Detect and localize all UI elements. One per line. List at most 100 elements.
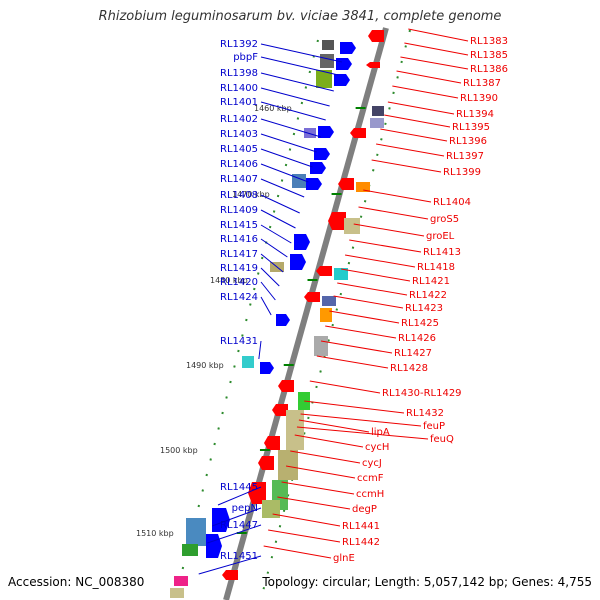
connector-line <box>392 85 459 99</box>
gene-arrow <box>272 404 288 416</box>
connector-line <box>285 465 356 479</box>
gene-arrow <box>222 570 238 580</box>
feature-block <box>320 308 332 322</box>
connector-line <box>260 56 339 76</box>
connector-line <box>260 163 309 183</box>
connector-line <box>260 296 272 316</box>
gene-label-left: RL1407 <box>220 174 258 185</box>
feature-block <box>370 118 384 128</box>
gene-label-right: RL1426 <box>398 333 436 344</box>
kbp-ticks: 1460 kbp 1470 kbp 1480 kbp 1490 kbp 1500 kbp… <box>136 104 366 538</box>
gene-label-left: RL1392 <box>220 39 258 50</box>
connector-line <box>396 70 462 84</box>
connector-line <box>258 340 262 360</box>
gene-label-right: RL1430-RL1429 <box>382 388 462 399</box>
gene-label-left: RL1402 <box>220 114 258 125</box>
gene-label-right: RL1427 <box>394 348 432 359</box>
connector-line <box>260 253 284 273</box>
connector-line <box>300 413 422 427</box>
gene-label-right: RL1432 <box>406 408 444 419</box>
gene-label-right: RL1413 <box>423 247 461 258</box>
connector-line <box>341 268 411 282</box>
forward-gene-labels: RL1392 pbpF RL1398 RL1400 RL1401 RL1402 RL1403… <box>220 39 258 562</box>
connector-line <box>294 434 364 448</box>
gene-label-right: RL1385 <box>470 50 508 61</box>
gene-label-right: RL1390 <box>460 93 498 104</box>
gene-label-left: RL1419 <box>220 263 258 274</box>
feature-block <box>372 106 384 116</box>
connector-line <box>260 87 330 107</box>
gene-label-left: RL1408 <box>220 190 258 201</box>
gene-arrow <box>316 266 332 276</box>
connector-line <box>260 209 296 229</box>
gene-label-right: RL1425 <box>401 318 439 329</box>
feature-block <box>170 588 184 598</box>
connector-line <box>325 325 397 339</box>
connector-line <box>260 224 292 244</box>
connector-line <box>260 133 317 153</box>
feature-block <box>182 544 198 556</box>
feature-block <box>314 336 328 356</box>
connector-line <box>371 159 442 173</box>
connector-line <box>207 524 262 544</box>
feature-block <box>320 54 334 68</box>
gene-label-right: RL1396 <box>449 136 487 147</box>
gene-label-right: RL1399 <box>443 167 481 178</box>
topology-summary: Topology: circular; Length: 5,057,142 bp… <box>262 575 592 589</box>
gene-label-left: RL1415 <box>220 220 258 231</box>
connector-line <box>380 128 448 142</box>
connector-line <box>260 101 326 121</box>
connector-line <box>217 486 262 506</box>
gene-arrow <box>264 436 280 450</box>
gene-label-right: RL1421 <box>412 276 450 287</box>
genome-backbone <box>223 27 389 600</box>
gene-arrow <box>350 128 366 138</box>
gene-arrow <box>206 534 222 558</box>
gene-label-left: RL1445 <box>220 482 258 493</box>
connector-line <box>304 400 405 414</box>
gene-arrow <box>336 58 352 70</box>
feature-block <box>286 410 304 450</box>
gene-label-right: glnE <box>333 553 355 564</box>
gene-arrow <box>328 212 346 230</box>
gene-label-right: ccmH <box>356 489 384 500</box>
connector-line <box>358 206 429 220</box>
connector-line <box>363 189 432 203</box>
gene-arrow <box>260 362 274 374</box>
connector-line <box>260 178 305 198</box>
gene-label-left: pbpF <box>233 52 258 63</box>
connector-line <box>260 72 334 92</box>
gene-label-right: RL1386 <box>470 64 508 75</box>
gene-arrow <box>248 482 266 504</box>
connector-line <box>404 42 469 56</box>
kbp-marker: 1470 kbp <box>232 190 270 199</box>
connector-line <box>260 238 288 258</box>
feature-block <box>316 70 332 88</box>
gene-label-right: groEL <box>426 231 455 242</box>
map-title: Rhizobium leguminosarum bv. viciae 3841,… <box>98 9 502 24</box>
gene-label-right: feuP <box>423 421 445 432</box>
accession-text: Accession: NC_008380 <box>8 575 145 589</box>
gene-label-right: RL1387 <box>463 78 501 89</box>
gene-arrow <box>304 292 320 302</box>
gene-arrow <box>366 62 380 68</box>
gene-label-right: groS5 <box>430 214 459 225</box>
gene-label-right: RL1428 <box>390 363 428 374</box>
gene-arrow <box>212 508 230 532</box>
gene-label-right: RL1441 <box>342 521 380 532</box>
connector-line <box>260 118 322 138</box>
connector-line <box>298 419 370 433</box>
gene-label-right: RL1383 <box>470 36 508 47</box>
gene-arrow <box>314 148 330 160</box>
gene-label-left: pepN <box>232 503 258 514</box>
gene-label-right: lipA <box>371 427 390 438</box>
kbp-marker: 1500 kbp <box>160 446 198 455</box>
connector-line <box>333 295 404 309</box>
connector-line <box>400 56 469 70</box>
forward-genes <box>206 42 356 558</box>
kbp-marker: 1480 kbp <box>210 276 248 285</box>
gene-label-right: cycJ <box>362 458 382 469</box>
gene-arrow <box>338 178 354 190</box>
